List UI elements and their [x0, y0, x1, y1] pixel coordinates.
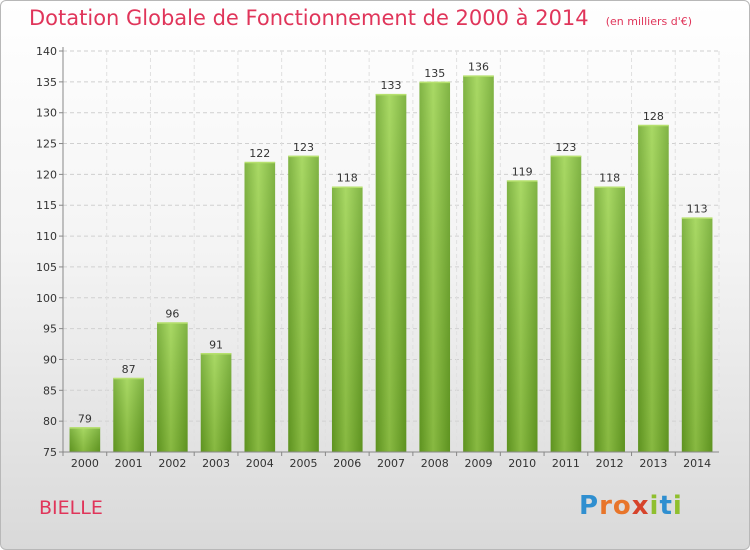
bar-shade	[681, 217, 713, 452]
bar-shade	[594, 186, 625, 452]
x-tick-label: 2008	[421, 457, 449, 470]
bar-shade	[288, 155, 319, 452]
chart-title-block: Dotation Globale de Fonctionnement de 20…	[29, 6, 692, 30]
x-tick-label: 2004	[246, 457, 274, 470]
y-tick-label: 140	[36, 45, 57, 58]
data-label: 113	[687, 203, 708, 216]
commune-name: BIELLE	[39, 497, 103, 519]
y-tick-label: 85	[43, 384, 57, 397]
data-label: 123	[293, 141, 314, 154]
x-tick-label: 2014	[683, 457, 711, 470]
data-label: 136	[468, 61, 489, 74]
bar-shade	[113, 377, 144, 452]
logo-letter: x	[631, 491, 650, 521]
y-tick-label: 120	[36, 168, 57, 181]
bar-shade	[463, 75, 494, 452]
data-label: 91	[209, 338, 223, 351]
data-label: 118	[337, 172, 358, 185]
data-label: 135	[424, 67, 445, 80]
bar-shade	[419, 81, 451, 452]
x-tick-label: 2009	[464, 457, 492, 470]
y-tick-label: 75	[43, 446, 57, 459]
x-tick-label: 2013	[639, 457, 667, 470]
y-tick-label: 125	[36, 138, 57, 151]
logo-letter: o	[612, 491, 632, 521]
y-tick-label: 115	[36, 199, 57, 212]
y-tick-label: 80	[43, 415, 57, 428]
x-tick-label: 2012	[596, 457, 624, 470]
bar-shade	[157, 322, 188, 452]
bar-shade	[331, 186, 363, 452]
data-label: 128	[643, 110, 664, 123]
logo-letter: i	[649, 491, 660, 521]
x-tick-label: 2007	[377, 457, 405, 470]
logo-letter: t	[659, 491, 673, 521]
x-tick-label: 2001	[115, 457, 143, 470]
y-tick-label: 95	[43, 323, 57, 336]
bar-shade	[506, 180, 538, 453]
chart-title: Dotation Globale de Fonctionnement de 20…	[29, 6, 589, 30]
x-tick-label: 2002	[158, 457, 186, 470]
chart-unit: (en milliers d'€)	[605, 15, 693, 28]
y-tick-label: 105	[36, 261, 57, 274]
bar-shade	[69, 427, 101, 452]
data-label: 123	[555, 141, 576, 154]
proxiti-logo: Proxiti	[579, 491, 683, 521]
data-label: 96	[165, 307, 179, 320]
data-label: 79	[78, 412, 92, 425]
logo-letter: i	[672, 491, 683, 521]
logo-letter: r	[599, 491, 613, 521]
data-label: 122	[249, 147, 270, 160]
bar-shade	[375, 94, 407, 452]
y-tick-label: 90	[43, 353, 57, 366]
bar-shade	[550, 155, 582, 452]
bar-shade	[244, 162, 276, 453]
bar-shade	[200, 353, 232, 452]
x-tick-label: 2003	[202, 457, 230, 470]
data-label: 119	[512, 166, 533, 179]
y-tick-label: 100	[36, 292, 57, 305]
y-tick-label: 110	[36, 230, 57, 243]
y-tick-label: 135	[36, 76, 57, 89]
data-label: 87	[122, 363, 136, 376]
data-label: 133	[381, 79, 402, 92]
logo-letter: P	[579, 491, 600, 521]
x-tick-label: 2006	[333, 457, 361, 470]
x-tick-label: 2005	[290, 457, 318, 470]
data-label: 118	[599, 172, 620, 185]
bar-shade	[638, 125, 669, 453]
x-tick-label: 2000	[71, 457, 99, 470]
x-tick-label: 2011	[552, 457, 580, 470]
y-tick-label: 130	[36, 107, 57, 120]
x-tick-label: 2010	[508, 457, 536, 470]
